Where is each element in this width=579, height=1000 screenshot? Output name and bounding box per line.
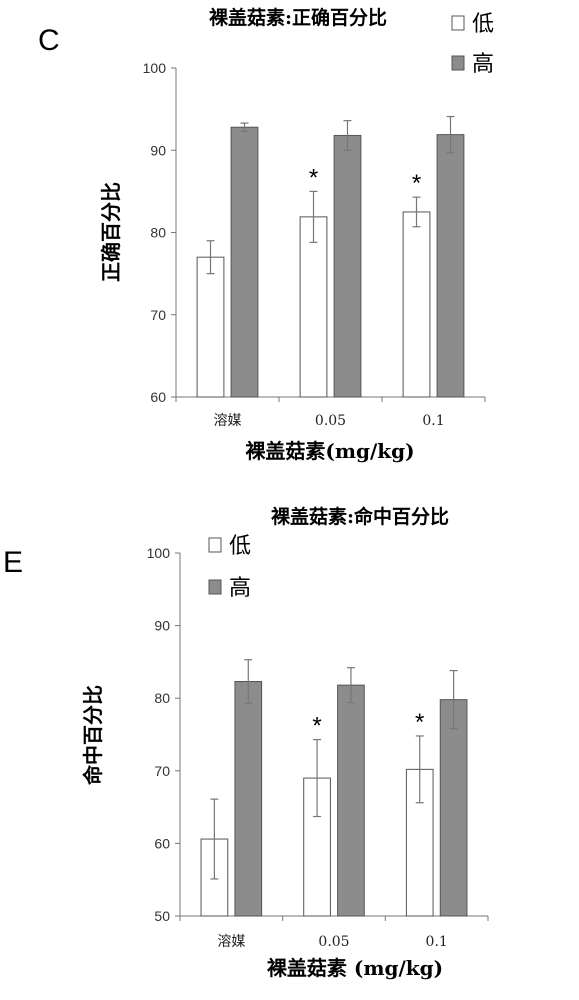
chart-c-y-tick-label: 90 — [150, 142, 166, 158]
chart-c-category-label: 0.05 — [315, 413, 346, 429]
chart-e-category-label: 溶媒 — [217, 934, 245, 950]
chart-e-y-tick-label: 50 — [154, 908, 170, 924]
chart-c-legend-swatch — [452, 56, 464, 70]
chart-e-category-label: 0.05 — [318, 934, 349, 950]
chart-c-bar — [437, 135, 464, 397]
chart-e-y-tick-label: 100 — [147, 545, 171, 561]
chart-c-bar — [300, 217, 327, 397]
chart-c-y-tick-label: 70 — [150, 307, 166, 323]
chart-c-y-tick-label: 80 — [150, 225, 166, 241]
chart-e-panel-letter: E — [3, 546, 23, 579]
chart-e-bar — [440, 700, 467, 916]
chart-e-legend-label: 高 — [229, 576, 251, 601]
chart-c-significance-star: * — [309, 164, 318, 191]
chart-c-y-axis-label: 正确百分比 — [99, 182, 123, 282]
chart-c-legend-label: 高 — [472, 52, 494, 77]
chart-e-significance-star: * — [312, 713, 321, 740]
chart-e-y-tick-label: 70 — [154, 763, 170, 779]
chart-c-legend-label: 低 — [472, 12, 494, 37]
chart-e-significance-star: * — [415, 709, 424, 736]
chart-e-legend-label: 低 — [229, 534, 251, 559]
chart-c-bar — [334, 135, 361, 397]
chart-e-y-tick-label: 80 — [154, 690, 170, 706]
chart-e-y-axis-label: 命中百分比 — [81, 685, 105, 785]
chart-e-y-tick-label: 60 — [154, 835, 170, 851]
chart-c-y-tick-label: 100 — [143, 60, 167, 76]
chart-c-y-tick-label: 60 — [150, 389, 166, 405]
chart-c-x-axis-label: 裸盖菇素(mg/kg) — [245, 439, 414, 463]
chart-e-bar — [235, 682, 262, 916]
chart-c-bar — [197, 257, 224, 397]
chart-e-legend-swatch — [209, 538, 221, 552]
chart-c-significance-star: * — [412, 170, 421, 197]
chart-c-category-label: 0.1 — [422, 413, 444, 429]
chart-e-legend-swatch — [209, 580, 221, 594]
chart-c-category-label: 溶媒 — [214, 413, 242, 429]
chart-e-title: 裸盖菇素:命中百分比 — [271, 505, 449, 528]
chart-c-legend-swatch — [452, 16, 464, 30]
chart-c-bar — [403, 212, 430, 397]
chart-e-category-label: 0.1 — [426, 934, 448, 950]
chart-c-bar — [231, 127, 258, 397]
chart-e-x-axis-label: 裸盖菇素 (mg/kg) — [267, 956, 443, 980]
chart-e-bar — [338, 685, 365, 916]
chart-c-panel-letter: C — [38, 24, 60, 57]
chart-e-y-tick-label: 90 — [154, 618, 170, 634]
chart-c-title: 裸盖菇素:正确百分比 — [209, 6, 387, 29]
